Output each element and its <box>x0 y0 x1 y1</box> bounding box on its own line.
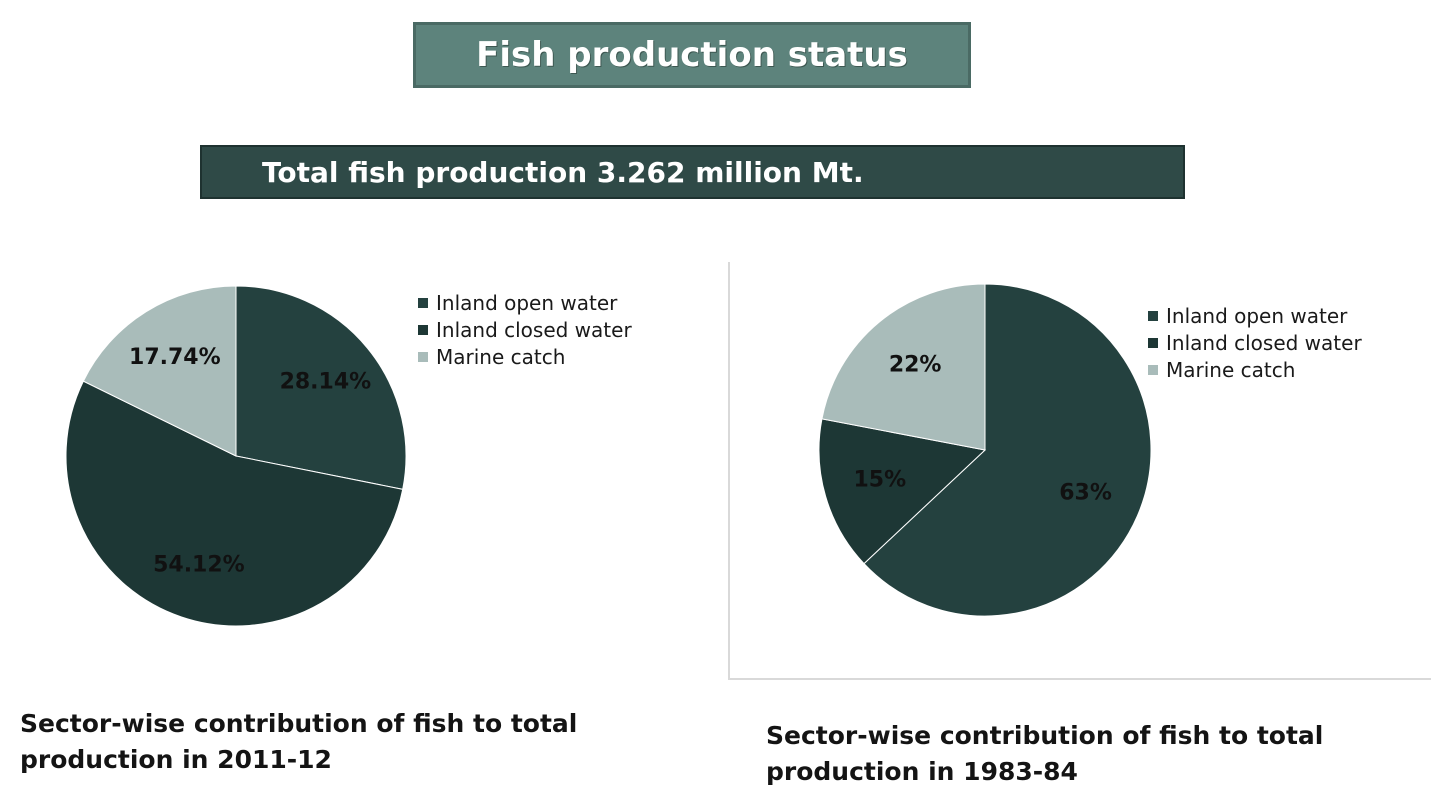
chart2-legend-label: Inland closed water <box>1166 330 1362 355</box>
chart1-legend-label: Inland open water <box>436 290 618 315</box>
chart1-data-label-1: 28.14% <box>280 370 372 395</box>
chart1-legend-swatch <box>418 351 428 362</box>
chart2-data-label-2: 15% <box>853 468 906 493</box>
chart1-caption: Sector-wise contribution of fish to tota… <box>20 706 577 777</box>
chart2-legend-swatch <box>1148 310 1158 321</box>
chart2-frame-left <box>728 262 730 680</box>
chart1-legend: Inland open water Inland closed water Mari… <box>418 289 632 370</box>
chart1-slice-inland-open-water <box>235 285 407 490</box>
chart1-data-label-2: 54.12% <box>153 552 245 577</box>
chart2-caption-line1: Sector-wise contribution of fish to tota… <box>766 721 1324 750</box>
chart2-legend-swatch <box>1148 364 1158 375</box>
chart1-legend-label: Marine catch <box>436 344 566 369</box>
chart1-caption-line2: production in 2011-12 <box>20 744 332 774</box>
chart2-slice-marine-catch <box>821 283 986 451</box>
chart2-caption-line2: production in 1983-84 <box>766 756 1078 786</box>
chart1-legend-swatch <box>418 297 428 308</box>
subtitle-banner: Total fish production 3.262 million Mt. <box>200 145 1185 199</box>
title-banner: Fish production status <box>413 22 971 88</box>
chart1-slice-marine-catch <box>82 285 237 457</box>
chart1-legend-label: Inland closed water <box>436 317 632 342</box>
chart1-legend-item: Inland closed water <box>418 316 632 343</box>
chart2-legend-item: Inland closed water <box>1148 329 1362 356</box>
chart1-caption-line1: Sector-wise contribution of fish to tota… <box>20 709 578 738</box>
chart2-legend-item: Inland open water <box>1148 302 1362 329</box>
page-title: Fish production status <box>476 35 908 75</box>
chart1-data-label-3: 17.74% <box>129 345 221 370</box>
chart2-legend-swatch <box>1148 337 1158 348</box>
chart2-legend-item: Marine catch <box>1148 356 1362 383</box>
chart2-data-label-1: 63% <box>1059 481 1112 506</box>
chart2-caption: Sector-wise contribution of fish to tota… <box>766 718 1323 789</box>
chart2-data-label-3: 22% <box>889 353 942 378</box>
chart2-slice-inland-closed-water <box>818 418 987 565</box>
chart2-legend-label: Marine catch <box>1166 357 1296 382</box>
chart1-legend-swatch <box>418 324 428 335</box>
chart2-legend-label: Inland open water <box>1166 303 1348 328</box>
chart2-legend: Inland open water Inland closed water Mari… <box>1148 302 1362 383</box>
chart1-slice-inland-closed-water <box>65 380 404 627</box>
chart1-legend-item: Inland open water <box>418 289 632 316</box>
chart1-legend-item: Marine catch <box>418 343 632 370</box>
page-subtitle: Total fish production 3.262 million Mt. <box>262 155 864 189</box>
chart2-slice-inland-open-water <box>863 283 1152 617</box>
chart2-frame-bottom <box>728 678 1431 680</box>
